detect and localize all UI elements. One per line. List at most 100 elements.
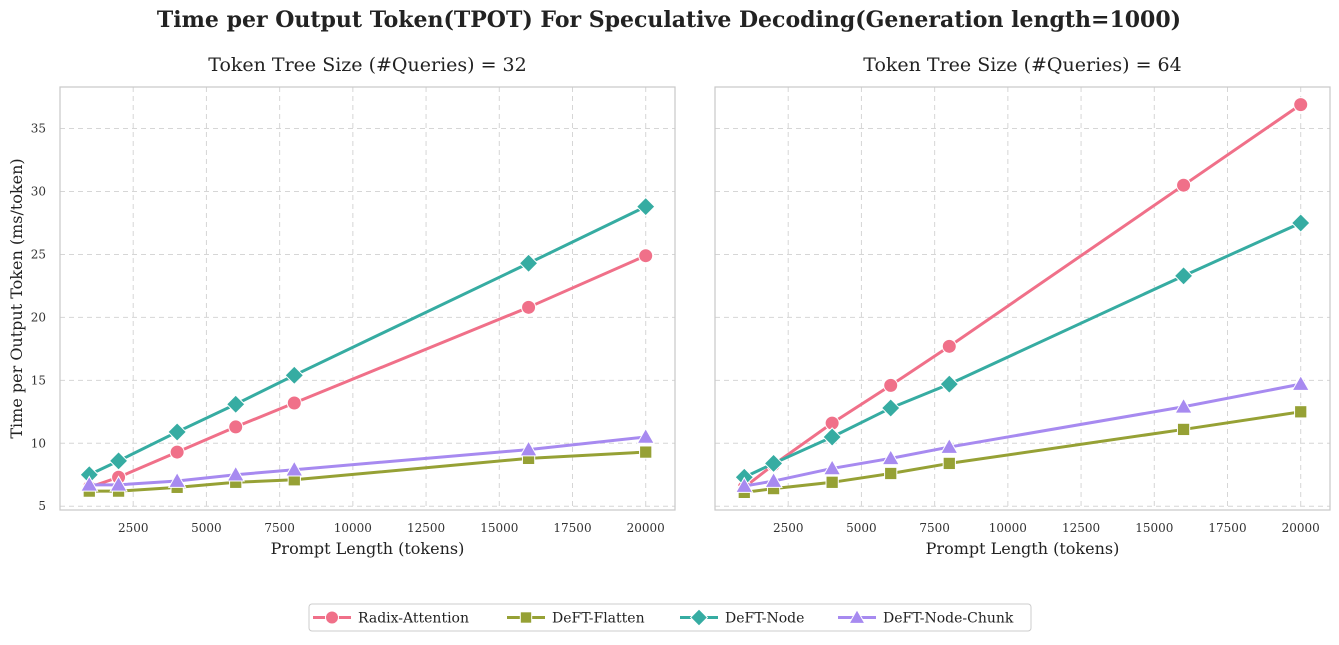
data-point bbox=[1173, 266, 1194, 286]
x-tick-label: 12500 bbox=[407, 521, 445, 535]
x-tick-label: 2500 bbox=[118, 521, 149, 535]
x-tick-label: 17500 bbox=[553, 521, 591, 535]
x-tick-label: 5000 bbox=[191, 521, 222, 535]
legend: Radix-Attention DeFT-Flatten DeFT-Node DeFT… bbox=[308, 603, 1032, 632]
legend-label: DeFT-Flatten bbox=[552, 611, 645, 627]
data-point bbox=[228, 419, 244, 435]
chart-panels: 2500 5000 7500 10000 12500 15000 17500 20000 5 10… bbox=[7, 54, 1331, 558]
figure-title: Time per Output Token(TPOT) For Speculat… bbox=[157, 7, 1181, 33]
y-tick-label: 5 bbox=[38, 499, 46, 513]
data-point bbox=[167, 471, 187, 488]
data-point bbox=[941, 338, 957, 354]
data-point bbox=[764, 471, 783, 488]
data-point bbox=[521, 299, 537, 315]
plot-frame bbox=[59, 86, 676, 511]
series-deft-flatten bbox=[82, 445, 653, 498]
legend-item-deft-node-chunk: DeFT-Node-Chunk bbox=[838, 608, 1014, 627]
data-point bbox=[284, 365, 305, 386]
x-tick-label: 15000 bbox=[1135, 521, 1173, 535]
data-point bbox=[519, 440, 538, 457]
series-deft-flatten bbox=[737, 405, 1308, 499]
data-point bbox=[1291, 374, 1310, 391]
data-point bbox=[825, 475, 839, 489]
data-point bbox=[80, 475, 99, 492]
legend-marker bbox=[519, 611, 533, 624]
series-deft-node-chunk bbox=[80, 427, 655, 492]
grid bbox=[60, 87, 675, 510]
y-tick-label: 20 bbox=[31, 310, 46, 324]
legend-marker bbox=[689, 608, 709, 627]
x-tick-label: 20000 bbox=[627, 521, 665, 535]
data-point bbox=[636, 427, 655, 444]
panel-1: 2500 5000 7500 10000 12500 15000 17500 20000 5 10… bbox=[7, 54, 676, 558]
x-tick-label: 15000 bbox=[480, 521, 518, 535]
plot-frame bbox=[714, 86, 1331, 511]
series-deft-node bbox=[79, 196, 656, 485]
data-point bbox=[638, 248, 654, 264]
series-line bbox=[742, 103, 1303, 489]
data-point bbox=[1293, 97, 1309, 113]
data-point bbox=[1176, 422, 1191, 437]
legend-marker bbox=[325, 610, 339, 625]
series-line bbox=[87, 435, 648, 487]
data-point bbox=[225, 394, 246, 415]
data-point bbox=[881, 448, 900, 466]
data-point bbox=[1174, 397, 1193, 414]
x-axis-label: Prompt Length (tokens) bbox=[271, 539, 465, 558]
legend-label: DeFT-Node-Chunk bbox=[883, 611, 1014, 627]
data-point bbox=[286, 395, 302, 411]
series-deft-node bbox=[734, 213, 1311, 488]
data-point bbox=[884, 466, 898, 481]
y-tick-label: 30 bbox=[31, 184, 46, 198]
x-axis-label: Prompt Length (tokens) bbox=[926, 539, 1120, 558]
y-tick-label: 10 bbox=[31, 436, 46, 450]
data-point bbox=[942, 456, 956, 471]
x-tick-label: 12500 bbox=[1062, 521, 1100, 535]
legend-frame bbox=[308, 603, 1032, 632]
data-point bbox=[1176, 177, 1192, 193]
x-tick-label: 10000 bbox=[989, 521, 1027, 535]
data-point bbox=[635, 196, 656, 217]
data-point bbox=[109, 475, 128, 492]
data-point bbox=[639, 445, 653, 459]
x-tick-label: 2500 bbox=[773, 521, 804, 535]
series-deft-node-chunk bbox=[735, 374, 1310, 493]
data-point bbox=[169, 444, 185, 460]
legend-label: DeFT-Node bbox=[725, 611, 804, 627]
x-tick-label: 5000 bbox=[846, 521, 877, 535]
data-point bbox=[880, 398, 901, 418]
legend-item-deft-node: DeFT-Node bbox=[680, 608, 804, 627]
data-point bbox=[167, 422, 187, 442]
data-point bbox=[1290, 213, 1311, 233]
data-point bbox=[822, 459, 842, 476]
data-point bbox=[940, 437, 959, 454]
panel-title: Token Tree Size (#Queries) = 32 bbox=[208, 54, 526, 76]
legend-item-radix-attention: Radix-Attention bbox=[313, 610, 469, 627]
grid bbox=[715, 87, 1330, 510]
x-tick-label: 10000 bbox=[334, 521, 372, 535]
data-point bbox=[822, 427, 842, 447]
x-tick-label: 7500 bbox=[264, 521, 295, 535]
legend-marker bbox=[848, 608, 866, 624]
data-point bbox=[108, 451, 129, 471]
data-point bbox=[883, 377, 899, 393]
panel-title: Token Tree Size (#Queries) = 64 bbox=[863, 54, 1181, 76]
x-tick-label: 7500 bbox=[919, 521, 950, 535]
data-point bbox=[939, 374, 960, 394]
data-point bbox=[1294, 405, 1308, 419]
data-point bbox=[735, 476, 754, 493]
y-tick-label: 25 bbox=[31, 247, 46, 261]
y-axis-label: Time per Output Token (ms/token) bbox=[7, 158, 26, 438]
data-point bbox=[285, 460, 304, 477]
panel-2: 2500 5000 7500 10000 12500 15000 17500 20000 Tok… bbox=[714, 54, 1331, 558]
y-tick-label: 15 bbox=[31, 373, 46, 387]
data-point bbox=[518, 253, 539, 274]
legend-label: Radix-Attention bbox=[358, 611, 469, 627]
x-tick-label: 20000 bbox=[1282, 521, 1320, 535]
legend-item-deft-flatten: DeFT-Flatten bbox=[507, 611, 645, 627]
y-tick-label: 35 bbox=[31, 122, 46, 136]
data-point bbox=[226, 465, 245, 482]
x-tick-label: 17500 bbox=[1208, 521, 1246, 535]
